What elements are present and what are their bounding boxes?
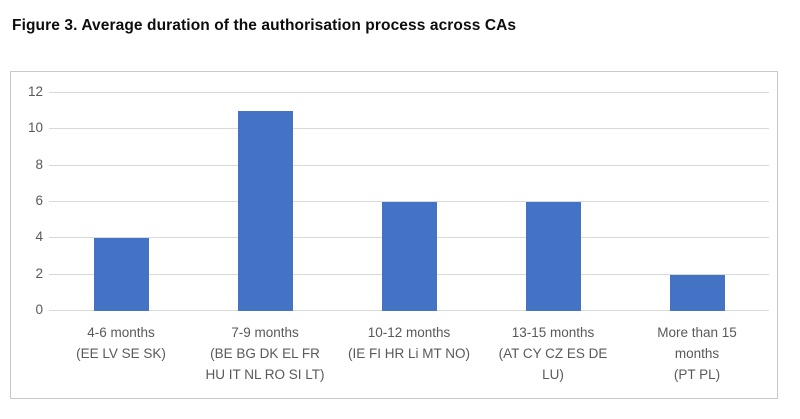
- gridline: [49, 92, 769, 93]
- x-axis-label-line: More than 15: [657, 325, 737, 340]
- x-axis-category-label: 10-12 months (IE FI HR Li MT NO): [337, 322, 481, 385]
- x-axis-category-label: More than 15 months (PT PL): [625, 322, 769, 385]
- x-axis-label-line: 10-12 months: [367, 325, 451, 340]
- bar-slot: [337, 93, 481, 311]
- bar-1: [93, 238, 149, 311]
- bar-5: [669, 274, 725, 311]
- x-axis: 4-6 months (EE LV SE SK) 7-9 months (BE BG …: [49, 322, 769, 385]
- gridline: [49, 164, 769, 166]
- gridline: [49, 201, 769, 202]
- x-axis-label-line: (BE BG DK EL FR: [210, 346, 320, 361]
- x-axis-label-line: HU IT NL RO SI LT): [205, 367, 325, 382]
- figure-title: Figure 3. Average duration of the author…: [12, 17, 517, 34]
- x-axis-label-line: (EE LV SE SK): [76, 346, 166, 361]
- bar-slot: [625, 93, 769, 311]
- bar-slot: [193, 93, 337, 311]
- x-axis-label-line: (IE FI HR Li MT NO): [347, 346, 470, 361]
- bar-slot: [49, 93, 193, 311]
- bar-2: [237, 111, 293, 311]
- x-axis-label-line: (AT CY CZ ES DE: [498, 346, 608, 361]
- x-axis-label-line: 4-6 months: [87, 325, 155, 340]
- y-axis-tick-label: 0: [35, 302, 43, 317]
- x-axis-category-label: 7-9 months (BE BG DK EL FR HU IT NL RO SI …: [193, 322, 337, 385]
- x-axis-label-line: (PT PL): [673, 367, 721, 382]
- bar-3: [381, 202, 437, 311]
- x-axis-label-line: 13-15 months: [511, 325, 595, 340]
- y-axis-tick-label: 6: [35, 193, 43, 208]
- y-axis-tick-label: 2: [35, 265, 43, 281]
- x-axis-label-line: months: [674, 346, 720, 361]
- x-axis-category-label: 4-6 months (EE LV SE SK): [49, 322, 193, 385]
- y-axis-tick-label: 4: [35, 229, 43, 245]
- x-axis-category-label: 13-15 months (AT CY CZ ES DE LU): [481, 322, 625, 385]
- bar-chart: 4-6 months (EE LV SE SK) 7-9 months (BE BG …: [10, 71, 778, 399]
- bar-4: [525, 202, 581, 311]
- y-axis-tick-label: 10: [27, 120, 43, 136]
- bar-slot: [481, 93, 625, 311]
- x-axis-label-line: LU): [542, 367, 564, 382]
- y-axis-tick-label: 12: [27, 84, 43, 99]
- gridline: [49, 128, 769, 130]
- y-axis-tick-label: 8: [35, 156, 43, 172]
- x-axis-label-line: 7-9 months: [231, 325, 299, 340]
- plot-area: [49, 92, 769, 311]
